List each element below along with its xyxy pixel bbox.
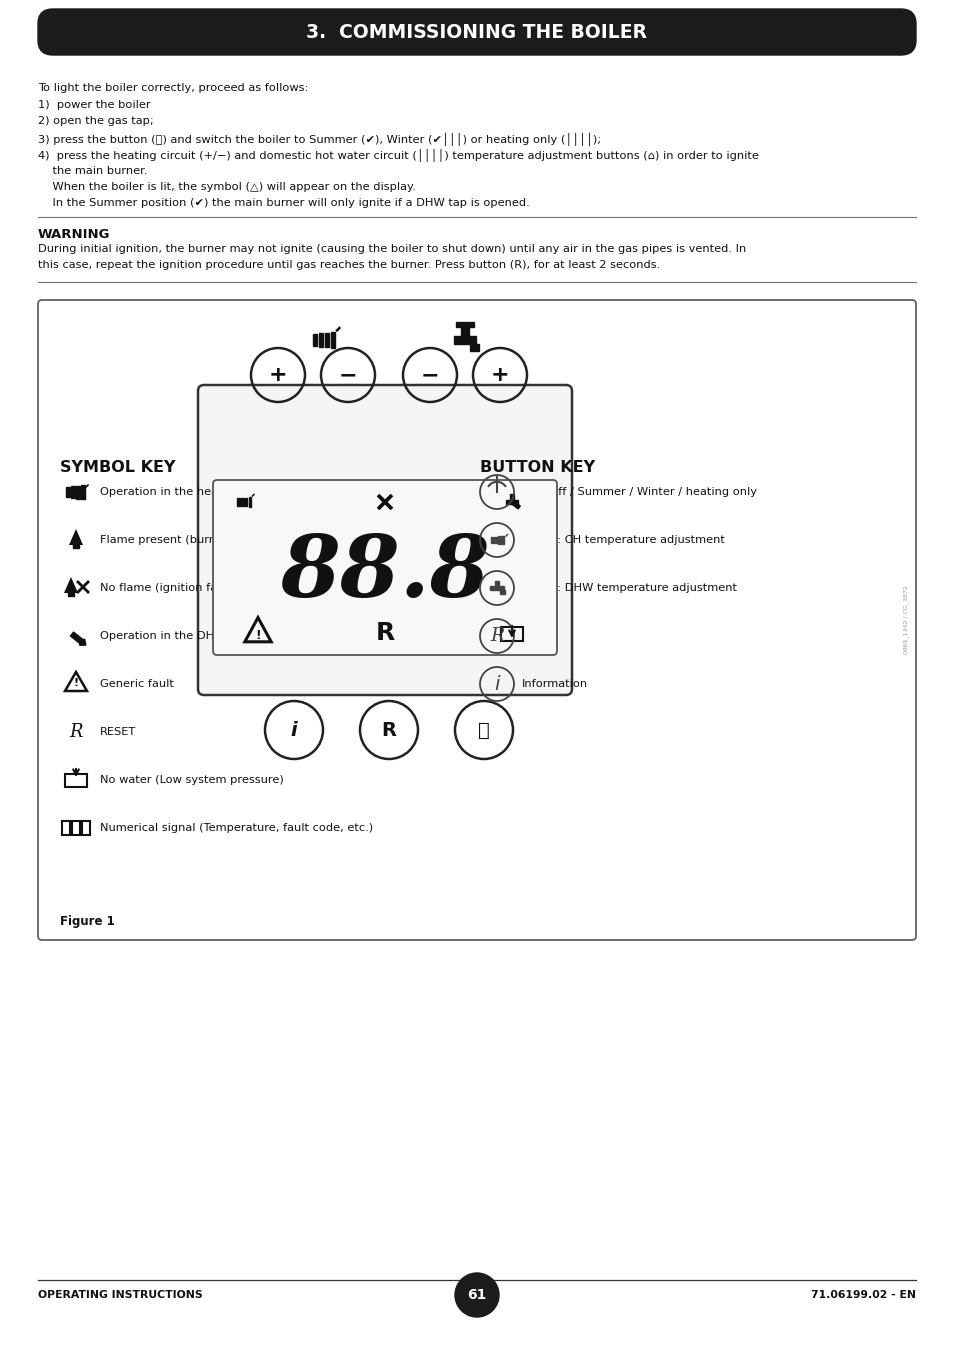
Bar: [500, 626, 522, 641]
Text: 3.  COMMISSIONING THE BOILER: 3. COMMISSIONING THE BOILER: [306, 23, 647, 42]
Text: +: +: [490, 364, 509, 385]
Text: Reset: Reset: [521, 630, 553, 641]
Text: 3) press the button (ⓘ) and switch the boiler to Summer (✔), Winter (✔│││) or he: 3) press the button (ⓘ) and switch the b…: [38, 132, 600, 146]
Text: OPERATING INSTRUCTIONS: OPERATING INSTRUCTIONS: [38, 1291, 202, 1300]
Bar: [490, 586, 503, 590]
Text: R: R: [70, 724, 83, 741]
Text: this case, repeat the ignition procedure until gas reaches the burner. Press but: this case, repeat the ignition procedure…: [38, 261, 659, 270]
Text: Operation in the DHW mode: Operation in the DHW mode: [100, 630, 261, 641]
Text: 4)  press the heating circuit (+/−) and domestic hot water circuit (││││) temper: 4) press the heating circuit (+/−) and d…: [38, 148, 758, 162]
FancyBboxPatch shape: [38, 9, 915, 55]
Polygon shape: [64, 576, 78, 593]
Text: R: R: [489, 626, 503, 645]
Text: the main burner.: the main burner.: [38, 166, 148, 176]
Bar: [62, 821, 70, 836]
Text: Information: Information: [521, 679, 587, 688]
Text: −: −: [420, 364, 438, 385]
Bar: [501, 536, 503, 544]
Bar: [245, 498, 247, 506]
Text: No flame (ignition failure): No flame (ignition failure): [100, 583, 247, 593]
Text: i: i: [291, 721, 297, 740]
Bar: [460, 324, 469, 336]
Text: Numerical signal (Temperature, fault code, etc.): Numerical signal (Temperature, fault cod…: [100, 824, 373, 833]
Text: WARNING: WARNING: [38, 228, 111, 242]
Bar: [81, 485, 85, 500]
Text: Generic fault: Generic fault: [100, 679, 173, 688]
Text: (+/−) : CH temperature adjustment: (+/−) : CH temperature adjustment: [521, 535, 724, 545]
Text: BUTTON KEY: BUTTON KEY: [479, 460, 595, 475]
Bar: [82, 821, 90, 836]
Bar: [505, 500, 517, 505]
FancyArrow shape: [511, 501, 519, 509]
Text: !: !: [254, 629, 260, 641]
Bar: [454, 336, 476, 344]
Text: 71.06199.02 - EN: 71.06199.02 - EN: [810, 1291, 915, 1300]
Text: No water (Low system pressure): No water (Low system pressure): [100, 775, 283, 784]
Bar: [76, 486, 80, 498]
FancyArrow shape: [71, 632, 86, 645]
Text: +: +: [269, 364, 287, 385]
Circle shape: [455, 1273, 498, 1318]
Bar: [71, 821, 80, 836]
Text: −: −: [338, 364, 357, 385]
Text: On / Off / Summer / Winter / heating only: On / Off / Summer / Winter / heating onl…: [521, 487, 757, 497]
Text: To light the boiler correctly, proceed as follows:: To light the boiler correctly, proceed a…: [38, 82, 308, 93]
FancyBboxPatch shape: [38, 300, 915, 940]
Bar: [313, 333, 316, 346]
Text: During initial ignition, the burner may not ignite (causing the boiler to shut d: During initial ignition, the burner may …: [38, 244, 745, 254]
Text: In the Summer position (✔) the main burner will only ignite if a DHW tap is open: In the Summer position (✔) the main burn…: [38, 198, 529, 208]
Bar: [497, 536, 500, 544]
Bar: [325, 333, 329, 347]
Text: RESET: RESET: [100, 728, 136, 737]
Text: 1)  power the boiler: 1) power the boiler: [38, 100, 151, 109]
Text: Flame present (burner on): Flame present (burner on): [100, 535, 250, 545]
Text: ⏻: ⏻: [477, 721, 489, 740]
Text: R: R: [381, 721, 396, 740]
Bar: [510, 494, 514, 499]
Bar: [241, 498, 243, 506]
Text: Figure 1: Figure 1: [60, 915, 114, 929]
Text: 0865_1342 / CG_3872: 0865_1342 / CG_3872: [902, 586, 908, 655]
Bar: [318, 333, 322, 347]
Text: When the boiler is lit, the symbol (△) will appear on the display.: When the boiler is lit, the symbol (△) w…: [38, 182, 416, 192]
Bar: [331, 332, 335, 348]
Text: SYMBOL KEY: SYMBOL KEY: [60, 460, 175, 475]
Bar: [65, 774, 87, 787]
Bar: [491, 537, 493, 543]
Text: 88.8: 88.8: [280, 531, 489, 614]
Polygon shape: [69, 529, 83, 545]
Bar: [494, 537, 497, 543]
Bar: [68, 593, 74, 595]
Bar: [71, 486, 75, 498]
Bar: [73, 544, 79, 548]
Text: Operation in the heating mode: Operation in the heating mode: [100, 487, 275, 497]
Text: i: i: [494, 675, 499, 694]
Text: (+/−) : DHW temperature adjustment: (+/−) : DHW temperature adjustment: [521, 583, 737, 593]
FancyBboxPatch shape: [213, 481, 557, 655]
Text: !: !: [73, 678, 78, 688]
Bar: [249, 497, 251, 506]
Text: 2) open the gas tap;: 2) open the gas tap;: [38, 116, 153, 126]
Bar: [67, 487, 70, 497]
Bar: [499, 590, 504, 594]
Bar: [237, 498, 240, 506]
Bar: [456, 323, 474, 327]
Text: 61: 61: [467, 1288, 486, 1301]
Text: R: R: [375, 621, 395, 645]
FancyBboxPatch shape: [198, 385, 572, 695]
Bar: [495, 580, 498, 586]
Bar: [470, 344, 478, 351]
